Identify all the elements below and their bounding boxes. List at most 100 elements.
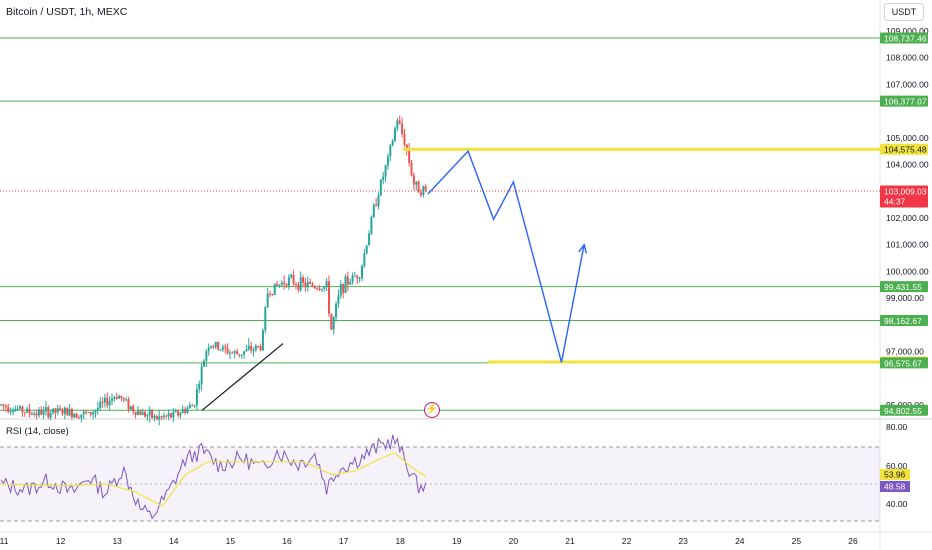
- candle-body: [108, 400, 111, 406]
- candle: [61, 407, 64, 416]
- price-tick-label: 105,000.00: [886, 133, 929, 143]
- price-label-box: [880, 143, 928, 155]
- candle: [368, 230, 371, 246]
- candle: [261, 328, 264, 351]
- candle-body: [363, 253, 366, 266]
- candle-body: [195, 389, 198, 406]
- candle-body: [221, 346, 224, 350]
- candle-body: [417, 181, 420, 193]
- price-tick-label: 99,000.00: [886, 293, 924, 303]
- candle-body: [144, 411, 147, 417]
- candle: [342, 283, 345, 299]
- candle: [356, 274, 359, 285]
- candle-body: [151, 409, 154, 418]
- price-label-text: 108,737.46: [884, 34, 927, 44]
- lightning-icon[interactable]: ⚡: [424, 402, 440, 418]
- candle: [2, 403, 5, 411]
- candle: [37, 407, 40, 418]
- candle: [363, 248, 366, 269]
- candle: [245, 344, 248, 352]
- time-tick-label: 14: [169, 536, 179, 546]
- candle: [0, 403, 3, 407]
- candle: [7, 403, 10, 414]
- candle: [250, 341, 253, 354]
- candle-body: [2, 404, 5, 406]
- candle: [85, 409, 88, 415]
- candle-body: [87, 412, 90, 414]
- price-label-text: 103,009.03: [884, 187, 927, 197]
- candle: [365, 244, 368, 255]
- candle: [304, 277, 307, 292]
- time-tick-label: 11: [0, 536, 9, 546]
- candle: [372, 203, 375, 218]
- candle-body: [327, 281, 330, 314]
- time-tick-label: 20: [509, 536, 519, 546]
- candle-body: [158, 416, 161, 420]
- candle: [146, 413, 149, 421]
- candle-body: [320, 288, 323, 290]
- candle: [56, 404, 59, 416]
- price-label-text: 94,802.55: [884, 406, 922, 416]
- rsi-value-label-text: 48.58: [884, 482, 906, 492]
- candle-body: [311, 283, 314, 287]
- candle-body: [33, 413, 36, 415]
- candle: [375, 197, 378, 207]
- candle: [30, 411, 33, 416]
- candle: [151, 409, 154, 420]
- candle: [252, 346, 255, 357]
- candle: [266, 288, 269, 308]
- candle: [68, 404, 71, 417]
- candle: [212, 344, 215, 349]
- candle: [63, 406, 66, 420]
- candle-body: [103, 397, 106, 403]
- candle-body: [77, 417, 80, 419]
- candle-body: [224, 346, 227, 348]
- candle-body: [160, 416, 163, 418]
- candle-body: [96, 408, 99, 411]
- candle-body: [280, 282, 283, 285]
- candle-body: [118, 395, 121, 399]
- candle: [214, 341, 217, 350]
- candle: [181, 405, 184, 414]
- candle-body: [212, 346, 215, 348]
- time-tick-label: 16: [282, 536, 292, 546]
- candle: [188, 402, 191, 409]
- candle-body: [306, 281, 309, 288]
- time-tick-label: 24: [735, 536, 745, 546]
- candle-body: [70, 409, 73, 418]
- candle: [290, 273, 293, 279]
- candle-body: [226, 347, 229, 354]
- candle-body: [353, 275, 356, 277]
- candle-body: [287, 277, 290, 286]
- candle: [33, 411, 36, 417]
- candle-body: [136, 411, 139, 415]
- candle: [339, 280, 342, 299]
- candle-body: [134, 411, 137, 415]
- candle: [259, 343, 262, 352]
- candle-body: [344, 276, 347, 293]
- candle: [311, 281, 314, 288]
- candle: [424, 183, 427, 193]
- candle-body: [207, 347, 210, 352]
- candle: [264, 306, 267, 334]
- candle-body: [339, 284, 342, 296]
- candle-body: [377, 195, 380, 206]
- candle: [401, 117, 404, 138]
- price-tick-label: 104,000.00: [886, 160, 929, 170]
- candle: [4, 403, 7, 413]
- candle-body: [169, 413, 172, 418]
- candle: [26, 406, 29, 414]
- candle-body: [99, 401, 102, 409]
- candle: [158, 409, 161, 426]
- candle: [238, 354, 241, 358]
- currency-selector[interactable]: USDT: [884, 3, 924, 21]
- candle: [16, 405, 19, 411]
- candle: [292, 269, 295, 287]
- candle-body: [261, 330, 264, 351]
- candle-body: [214, 341, 217, 348]
- candle-body: [245, 349, 248, 352]
- candle-body: [269, 293, 272, 295]
- candle: [276, 281, 279, 287]
